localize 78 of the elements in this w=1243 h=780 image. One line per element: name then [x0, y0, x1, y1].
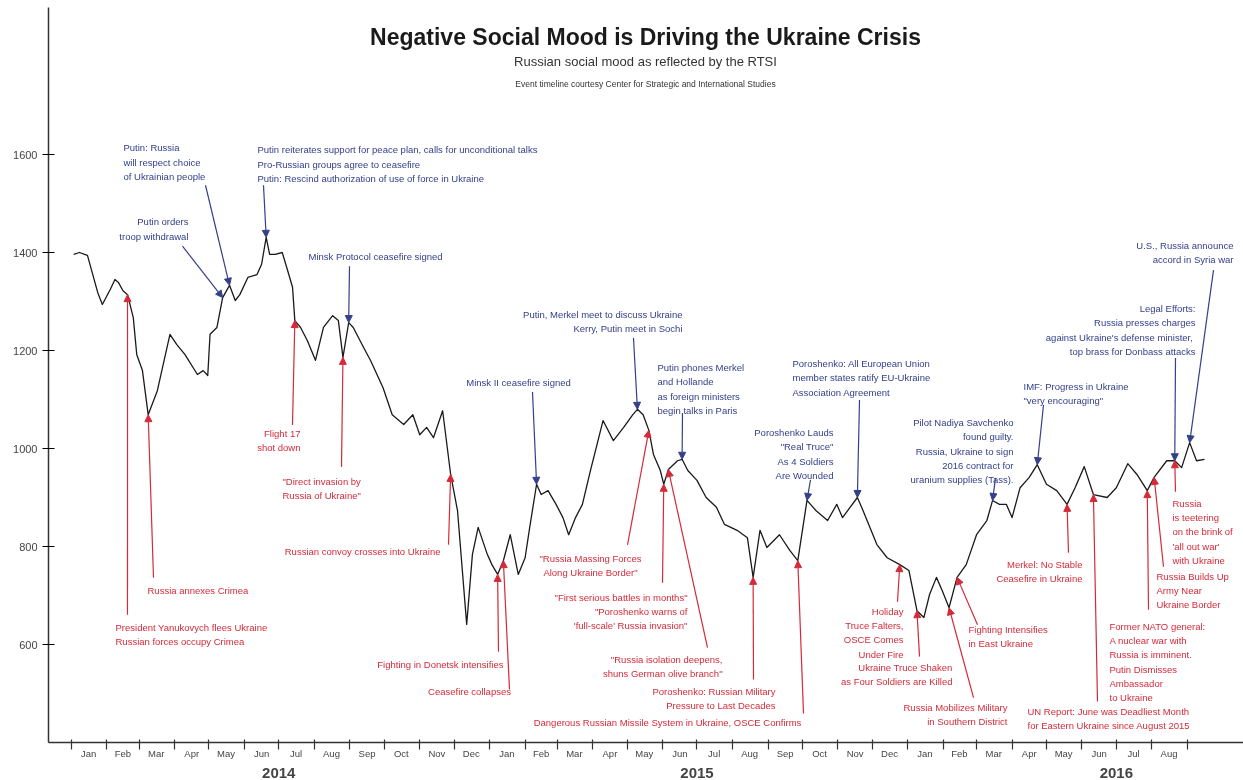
annotation: "Direct invasion by Russia of Ukraine": [282, 475, 362, 502]
x-tick-label: Apr: [1021, 747, 1037, 759]
annotation: Russian convoy crosses into Ukraine: [284, 545, 441, 557]
x-tick-label: Nov: [428, 747, 446, 759]
annotation: Russia annexes Crimea: [147, 584, 250, 596]
annotation: Merkel: No Stable Ceasefire in Ukraine: [996, 558, 1083, 585]
x-tick-label: Feb: [532, 747, 550, 759]
annotation: Minsk II ceasefire signed: [466, 377, 571, 388]
x-tick-label: Mar: [566, 747, 583, 759]
x2-tick-label: 2015: [680, 763, 714, 780]
annotation: Fighting in Donetsk intensifies: [377, 658, 504, 670]
annotation: Poroshenko Lauds "Real Truce" As 4 Soldiers Are Wounded: [754, 426, 834, 481]
annotation: Holiday Truce Falters, OSCE Comes Under Fire: [843, 605, 904, 660]
x-tick-label: Aug: [1160, 747, 1178, 759]
x-tick-label: Nov: [846, 747, 864, 759]
y-tick-label: 1200: [13, 344, 38, 357]
x-tick-label: Feb: [951, 747, 968, 759]
annotation: Minsk Protocol ceasefire signed: [308, 251, 443, 263]
annotation: Pilot Nadiya Savchenko found guilty. Russia, Ukraine to sign 2016 contract for uranium supplies (Tass).: [910, 416, 1014, 486]
y-tick-label: 1400: [13, 246, 38, 259]
annotation: Putin reiterates support for peace plan, calls for unconditional talks Pro-Russian groups agree to ceasefire Putin: Rescind authorization of use of force in Ukraine: [257, 144, 538, 184]
x-tick-label: Sep: [776, 747, 794, 759]
x2-tick-label: 2014: [262, 763, 297, 780]
x-tick-label: Oct: [812, 747, 828, 759]
y-tick-label: 1000: [13, 442, 38, 455]
x-tick-label: Apr: [184, 747, 200, 759]
x-tick-label: Dec: [462, 747, 480, 759]
x-tick-label: May: [1054, 747, 1073, 759]
x-tick-label: Apr: [602, 747, 618, 759]
x-tick-label: May: [217, 747, 236, 759]
x-tick-label: Jan: [80, 747, 97, 759]
x-tick-label: Jul: [1127, 747, 1140, 759]
annotation: Legal Efforts: Russia presses charges against Ukraine's defense minister, top brass for Donbass attacks: [1045, 303, 1196, 357]
annotation: Former NATO general: A nuclear war with Russia is imminent. Putin Dismisses Ambassador to Ukraine: [1109, 620, 1206, 704]
x-tick-label: Jul: [289, 747, 303, 759]
annotation: Putin: Russia will respect choice of Ukrainian people: [122, 142, 206, 182]
y-tick-label: 800: [19, 540, 38, 553]
x2-tick-label: 2016: [1099, 763, 1134, 780]
x-tick-label: Jan: [917, 747, 933, 759]
text: Russian social mood as reflected by the RTSI: [514, 53, 777, 69]
x-tick-label: Jun: [672, 747, 688, 759]
x-tick-label: Sep: [358, 747, 376, 759]
text: Negative Social Mood is Driving the Ukraine Crisis: [370, 24, 921, 51]
annotation: Fighting Intensifies in East Ukraine: [968, 623, 1048, 649]
annotation: "Russia isolation deepens, shuns German olive branch": [602, 653, 723, 679]
y-tick-label: 1600: [13, 148, 38, 161]
annotation: "Russia Massing Forces Along Ukraine Border": [539, 552, 642, 579]
annotation: Dangerous Russian Missile System in Ukraine, OSCE Confirms: [533, 716, 802, 728]
annotation: Putin phones Merkel and Hollande as foreign ministers begin talks in Paris: [657, 362, 745, 416]
x-tick-label: May: [635, 747, 654, 759]
annotation: UN Report: June was Deadliest Month for Eastern Ukraine since August 2015: [1027, 705, 1190, 731]
annotation: Poroshenko: Russian Military Pressure to Last Decades: [652, 685, 776, 711]
annotation: Putin orders troop withdrawal: [119, 216, 189, 242]
x-tick-label: Aug: [741, 747, 759, 759]
annotation: Poroshenko: All European Union member states ratify EU-Ukraine Association Agreement: [792, 358, 931, 398]
x-tick-label: Jul: [708, 747, 721, 759]
x-tick-label: Jun: [1091, 747, 1107, 759]
x-tick-label: Mar: [985, 747, 1002, 759]
annotation: Ceasefire collapses: [428, 685, 512, 697]
annotation: U.S., Russia announce accord in Syria war: [1136, 240, 1234, 266]
annotation: "First serious battles in months" "Poroshenko warns of 'full-scale' Russia invasion": [554, 591, 688, 632]
annotation: President Yanukovych flees Ukraine Russian forces occupy Crimea: [115, 621, 268, 647]
annotation: Russia is teetering on the brink of 'all out war' with Ukraine: [1171, 497, 1234, 567]
x-tick-label: Jan: [499, 747, 515, 759]
annotation: Ukraine Truce Shaken as Four Soldiers are Killed: [841, 661, 953, 687]
annotation: Event timeline courtesy Center for Strategic and International Studies: [515, 79, 776, 90]
annotation: Putin, Merkel meet to discuss Ukraine Kerry, Putin meet in Sochi: [523, 309, 683, 335]
x-tick-label: Aug: [323, 747, 340, 759]
x-tick-label: Dec: [881, 747, 899, 759]
y-tick-label: 600: [19, 638, 38, 651]
x-tick-label: Feb: [114, 747, 132, 759]
annotation: Russia Builds Up Army Near Ukraine Border: [1156, 570, 1229, 611]
annotation: Russia Mobilizes Military in Southern District: [903, 701, 1008, 727]
annotation: IMF: Progress in Ukraine "very encouraging": [1023, 380, 1129, 407]
x-tick-label: Jun: [253, 747, 270, 759]
annotation: Flight 17 shot down: [257, 427, 301, 454]
x-tick-label: Oct: [394, 747, 410, 759]
x-tick-label: Mar: [148, 747, 165, 759]
